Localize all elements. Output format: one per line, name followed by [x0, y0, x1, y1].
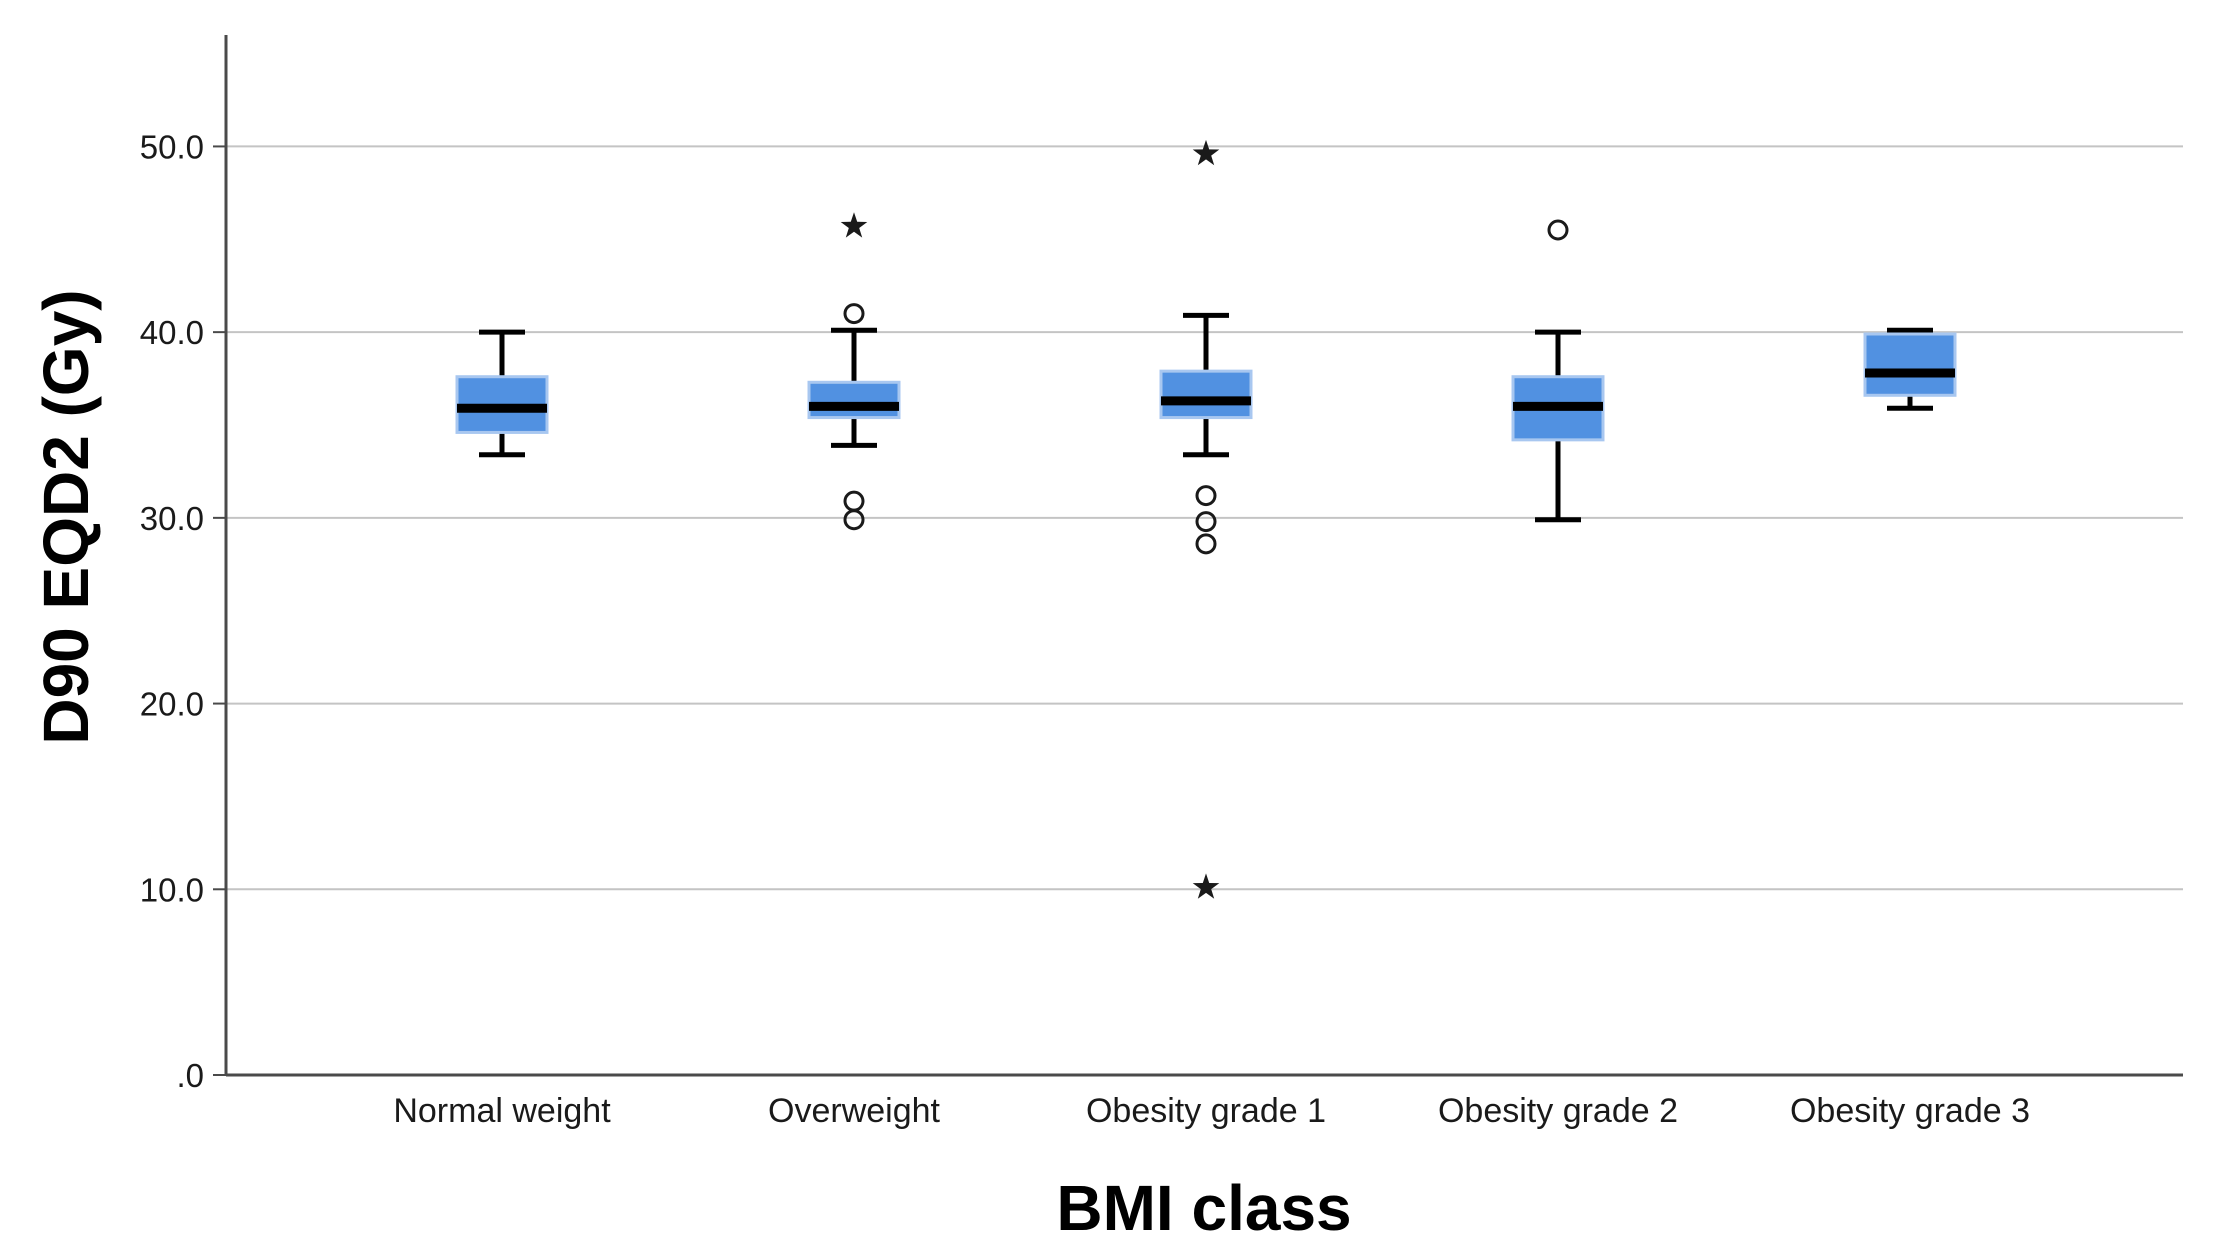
x-category-label: Obesity grade 2 [1438, 1092, 1678, 1130]
outlier-star [840, 212, 868, 238]
outlier-star [1192, 139, 1220, 166]
iqr-box [1863, 332, 1957, 397]
y-tick-label: 20.0 [140, 686, 204, 723]
outlier-circle [1195, 485, 1217, 507]
outlier-circle [843, 509, 865, 531]
y-tick-label: 50.0 [140, 128, 204, 165]
outlier-star [1192, 873, 1220, 899]
outlier-circle [1195, 533, 1217, 555]
y-tick-label: .0 [176, 1057, 204, 1094]
outlier-circle [843, 303, 865, 325]
x-category-label: Obesity grade 1 [1086, 1092, 1326, 1130]
x-category-label: Obesity grade 3 [1790, 1092, 2030, 1130]
y-tick-label: 40.0 [140, 314, 204, 351]
x-axis-title: BMI class [1056, 1172, 1352, 1244]
x-category-label: Overweight [768, 1092, 941, 1130]
outlier-circle [843, 490, 865, 512]
y-tick-label: 10.0 [140, 871, 204, 908]
y-tick-label: 30.0 [140, 500, 204, 537]
iqr-box [1159, 369, 1253, 420]
iqr-box [807, 380, 901, 420]
y-axis-title: D90 EQD2 (Gy) [30, 289, 102, 745]
outlier-circle [1195, 511, 1217, 533]
x-category-label: Normal weight [393, 1092, 611, 1130]
outlier-circle [1547, 219, 1569, 241]
